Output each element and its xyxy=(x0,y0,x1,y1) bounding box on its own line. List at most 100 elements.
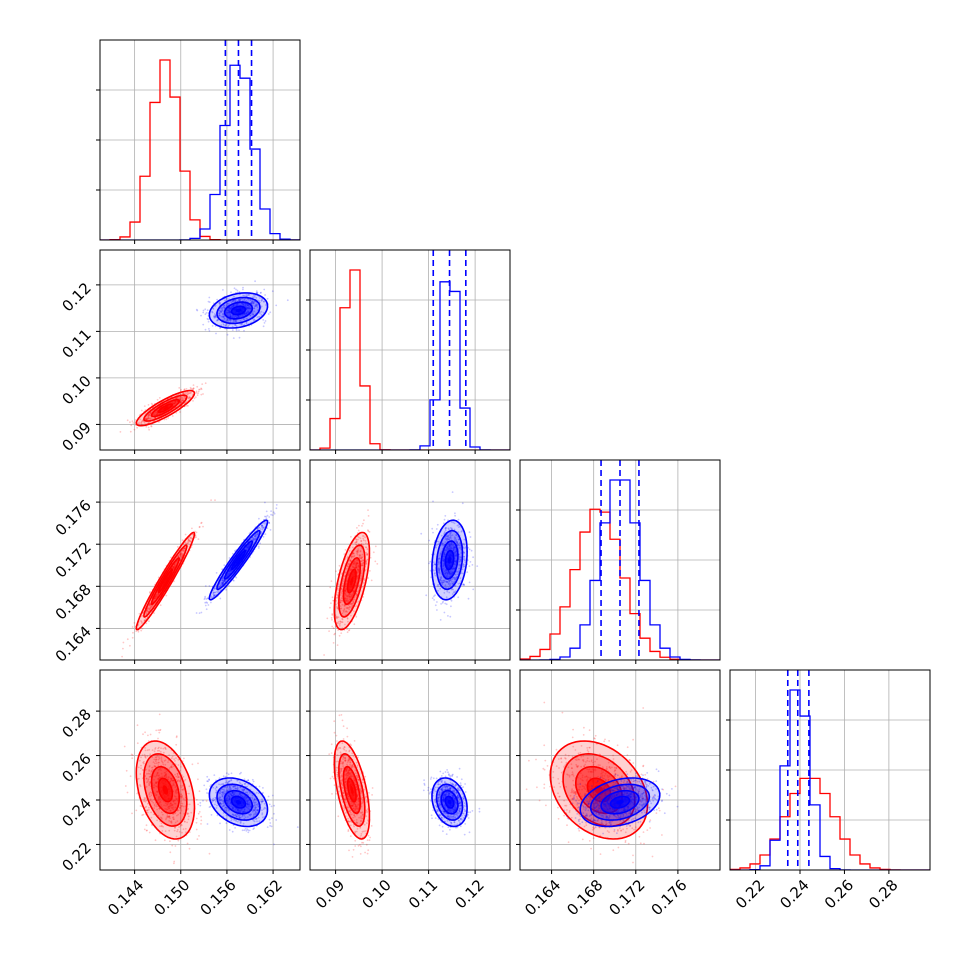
scatter-point xyxy=(437,561,440,564)
scatter-point xyxy=(184,778,187,781)
scatter-point xyxy=(168,807,171,810)
scatter-point xyxy=(458,560,461,563)
scatter-point xyxy=(173,829,176,832)
scatter-point xyxy=(454,584,457,587)
scatter-point xyxy=(260,305,263,308)
scatter-point xyxy=(352,566,355,569)
scatter-point xyxy=(440,576,443,578)
scatter-point xyxy=(257,526,260,529)
scatter-point xyxy=(365,562,368,564)
panel-2-1 xyxy=(306,459,511,664)
scatter-point xyxy=(144,418,147,421)
scatter-point xyxy=(350,595,352,597)
contour-line-series-0 xyxy=(333,531,371,631)
scatter-point xyxy=(168,805,170,808)
scatter-point xyxy=(436,601,438,603)
scatter-point xyxy=(160,822,163,825)
scatter-point xyxy=(155,804,158,806)
scatter-point xyxy=(251,302,254,304)
scatter-point xyxy=(343,604,346,606)
scatter-point xyxy=(353,563,355,566)
scatter-point xyxy=(347,594,350,597)
scatter-point xyxy=(154,765,157,768)
scatter-point xyxy=(346,599,348,602)
scatter-point xyxy=(150,425,152,427)
scatter-point xyxy=(443,522,445,525)
scatter-point xyxy=(139,784,141,786)
scatter-point xyxy=(153,765,156,768)
scatter-point xyxy=(180,786,183,789)
scatter-point xyxy=(459,560,461,563)
scatter-point xyxy=(143,422,146,424)
scatter-point xyxy=(252,296,255,299)
scatter-point xyxy=(180,808,182,810)
scatter-point xyxy=(152,801,155,804)
scatter-point xyxy=(140,629,143,632)
scatter-point xyxy=(449,537,452,540)
scatter-point xyxy=(245,294,248,296)
scatter-point xyxy=(157,576,160,579)
scatter-point xyxy=(159,801,162,804)
scatter-point xyxy=(152,413,155,415)
scatter-point xyxy=(359,537,362,540)
scatter-point xyxy=(173,563,176,566)
scatter-point xyxy=(213,587,216,590)
scatter-point xyxy=(180,401,182,404)
scatter-point xyxy=(180,552,183,555)
scatter-point xyxy=(173,784,175,786)
scatter-point xyxy=(145,418,147,421)
scatter-point xyxy=(172,799,175,802)
scatter-point xyxy=(361,525,363,527)
scatter-point xyxy=(346,567,348,570)
scatter-point xyxy=(180,823,182,826)
scatter-point xyxy=(245,300,248,302)
scatter-point xyxy=(268,521,271,524)
scatter-point xyxy=(222,577,224,580)
scatter-point xyxy=(138,423,141,425)
scatter-point xyxy=(222,312,224,315)
scatter-point xyxy=(150,794,153,797)
scatter-point xyxy=(179,552,182,555)
scatter-point xyxy=(248,294,251,296)
scatter-point xyxy=(462,564,464,567)
scatter-point xyxy=(220,315,223,318)
scatter-point xyxy=(149,775,152,778)
scatter-point xyxy=(249,307,252,310)
scatter-point xyxy=(330,602,332,605)
scatter-point xyxy=(156,595,159,597)
scatter-point xyxy=(131,420,134,423)
scatter-point xyxy=(191,527,193,530)
contour-line-series-1 xyxy=(208,519,269,601)
scatter-point xyxy=(188,539,190,542)
scatter-point xyxy=(221,309,224,311)
scatter-point xyxy=(252,314,255,316)
scatter-point xyxy=(353,552,355,555)
scatter-point xyxy=(228,557,231,559)
scatter-point xyxy=(454,546,456,548)
panel-frame xyxy=(309,459,511,661)
scatter-point xyxy=(447,569,450,572)
scatter-point xyxy=(203,598,206,600)
scatter-point xyxy=(222,315,225,318)
scatter-point xyxy=(149,795,151,798)
scatter-point xyxy=(148,793,151,796)
scatter-point xyxy=(261,526,263,529)
scatter-point xyxy=(186,392,188,395)
scatter-point xyxy=(178,830,181,833)
scatter-point xyxy=(343,591,346,594)
scatter-point xyxy=(208,296,211,299)
scatter-point xyxy=(347,620,349,623)
scatter-point xyxy=(170,779,173,781)
panel-plot-area xyxy=(310,460,510,660)
scatter-point xyxy=(441,557,444,560)
scatter-point xyxy=(182,548,185,550)
scatter-point xyxy=(204,604,207,607)
scatter-point xyxy=(147,417,150,420)
scatter-point xyxy=(170,778,173,780)
scatter-point xyxy=(155,729,158,732)
scatter-point xyxy=(176,400,179,403)
scatter-point xyxy=(345,599,348,602)
scatter-point xyxy=(148,421,150,424)
scatter-point xyxy=(326,617,329,620)
scatter-point xyxy=(451,573,453,575)
